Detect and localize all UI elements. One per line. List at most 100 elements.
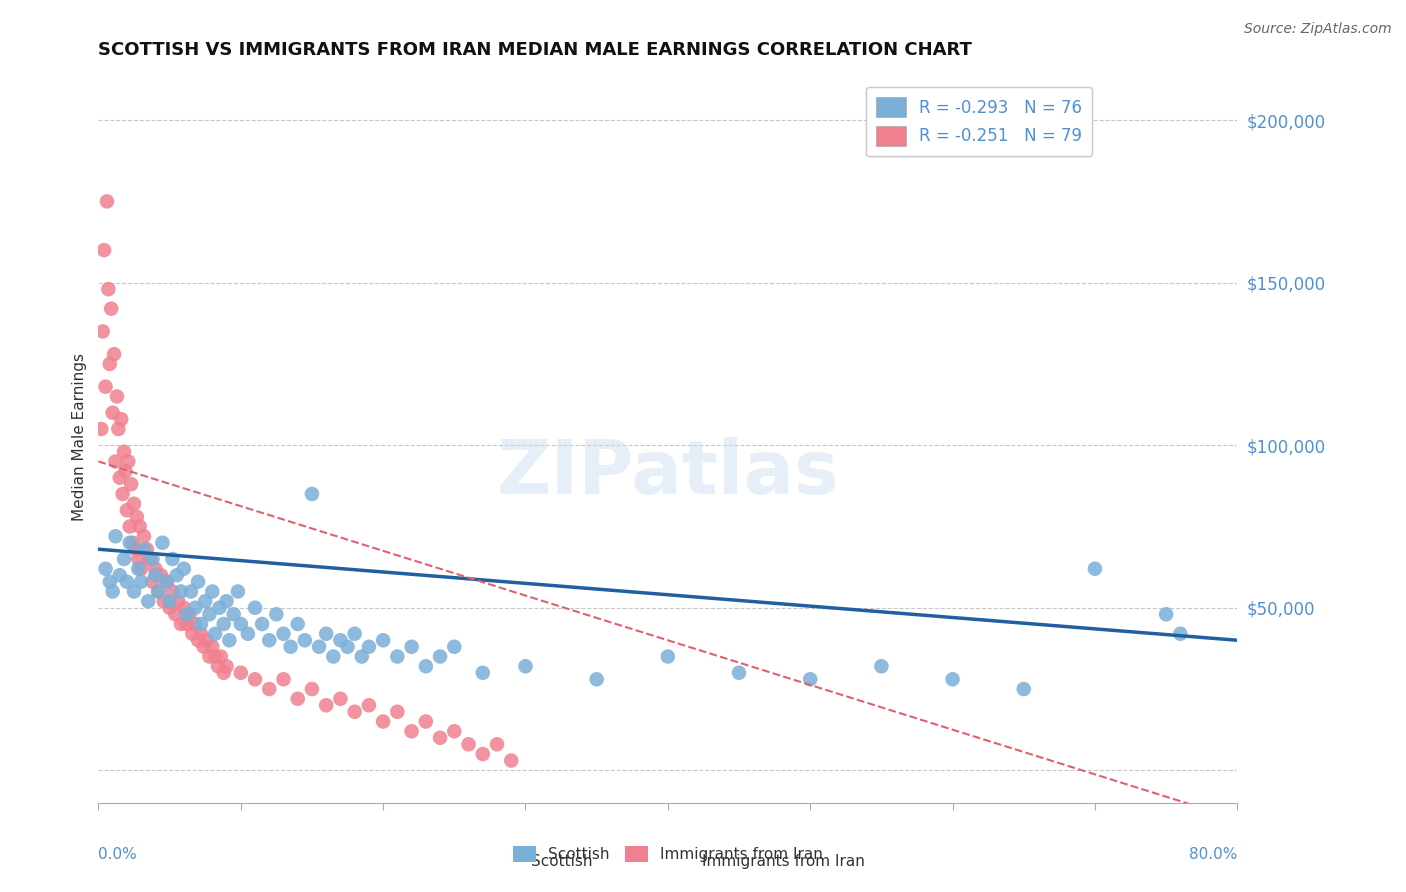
Point [181, 626, 204, 640]
Point [208, 600, 231, 615]
Point [259, 681, 281, 696]
Point [108, 568, 131, 582]
Point [121, 535, 143, 549]
Point [190, 617, 212, 632]
Point [657, 649, 679, 664]
Point [287, 691, 309, 706]
Point [443, 640, 465, 654]
Point [215, 594, 238, 608]
Point [415, 659, 437, 673]
Point [457, 737, 479, 751]
Point [429, 731, 451, 745]
Text: SCOTTISH VS IMMIGRANTS FROM IRAN MEDIAN MALE EARNINGS CORRELATION CHART: SCOTTISH VS IMMIGRANTS FROM IRAN MEDIAN … [98, 41, 973, 59]
Text: 0.0%: 0.0% [98, 847, 138, 862]
Point [1012, 681, 1035, 696]
Point [1154, 607, 1177, 622]
Point [308, 640, 330, 654]
Point [322, 649, 344, 664]
Point [135, 542, 157, 557]
Point [501, 754, 523, 768]
Point [280, 640, 302, 654]
Point [198, 607, 221, 622]
Point [1084, 562, 1107, 576]
Point [229, 665, 252, 680]
Point [115, 574, 138, 589]
Point [212, 617, 235, 632]
Point [98, 574, 121, 589]
Point [215, 659, 238, 673]
Point [357, 698, 380, 713]
Point [401, 640, 423, 654]
Point [201, 640, 224, 654]
Point [443, 724, 465, 739]
Point [294, 633, 316, 648]
Point [236, 626, 259, 640]
Point [229, 617, 252, 632]
Point [243, 673, 266, 687]
Point [111, 487, 134, 501]
Point [156, 574, 179, 589]
Point [170, 617, 193, 632]
Point [118, 535, 141, 549]
Point [243, 600, 266, 615]
Point [429, 649, 451, 664]
Point [336, 640, 359, 654]
Point [273, 626, 295, 640]
Point [471, 747, 494, 761]
Point [150, 568, 173, 582]
Point [226, 584, 249, 599]
Point [96, 194, 118, 209]
Point [187, 574, 209, 589]
Point [486, 737, 509, 751]
Point [100, 301, 122, 316]
Point [156, 574, 179, 589]
Point [162, 552, 184, 566]
Point [222, 607, 245, 622]
Point [120, 477, 142, 491]
Point [728, 665, 751, 680]
Point [173, 562, 195, 576]
Point [167, 594, 190, 608]
Point [1170, 626, 1192, 640]
Point [387, 649, 409, 664]
Point [166, 568, 188, 582]
Point [266, 607, 288, 622]
Point [301, 487, 323, 501]
Point [401, 724, 423, 739]
Point [145, 562, 167, 576]
Point [180, 584, 202, 599]
Point [128, 519, 150, 533]
Point [138, 552, 160, 566]
Point [173, 600, 195, 615]
Point [195, 633, 218, 648]
Point [373, 633, 395, 648]
Point [343, 626, 366, 640]
Point [162, 584, 184, 599]
Point [301, 681, 323, 696]
Point [170, 584, 193, 599]
Point [132, 542, 155, 557]
Point [91, 325, 114, 339]
Point [315, 698, 337, 713]
Point [287, 617, 309, 632]
Point [184, 617, 207, 632]
Point [105, 389, 128, 403]
Point [127, 552, 149, 566]
Point [198, 649, 221, 664]
Point [259, 633, 281, 648]
Point [97, 282, 120, 296]
Point [176, 617, 198, 632]
Point [387, 705, 409, 719]
Point [415, 714, 437, 729]
Point [329, 633, 352, 648]
Point [94, 562, 117, 576]
Point [110, 412, 132, 426]
Point [104, 454, 127, 468]
Point [201, 584, 224, 599]
Point [90, 422, 112, 436]
Point [104, 529, 127, 543]
Point [112, 444, 135, 458]
Point [132, 529, 155, 543]
Point [98, 357, 121, 371]
Point [114, 464, 136, 478]
